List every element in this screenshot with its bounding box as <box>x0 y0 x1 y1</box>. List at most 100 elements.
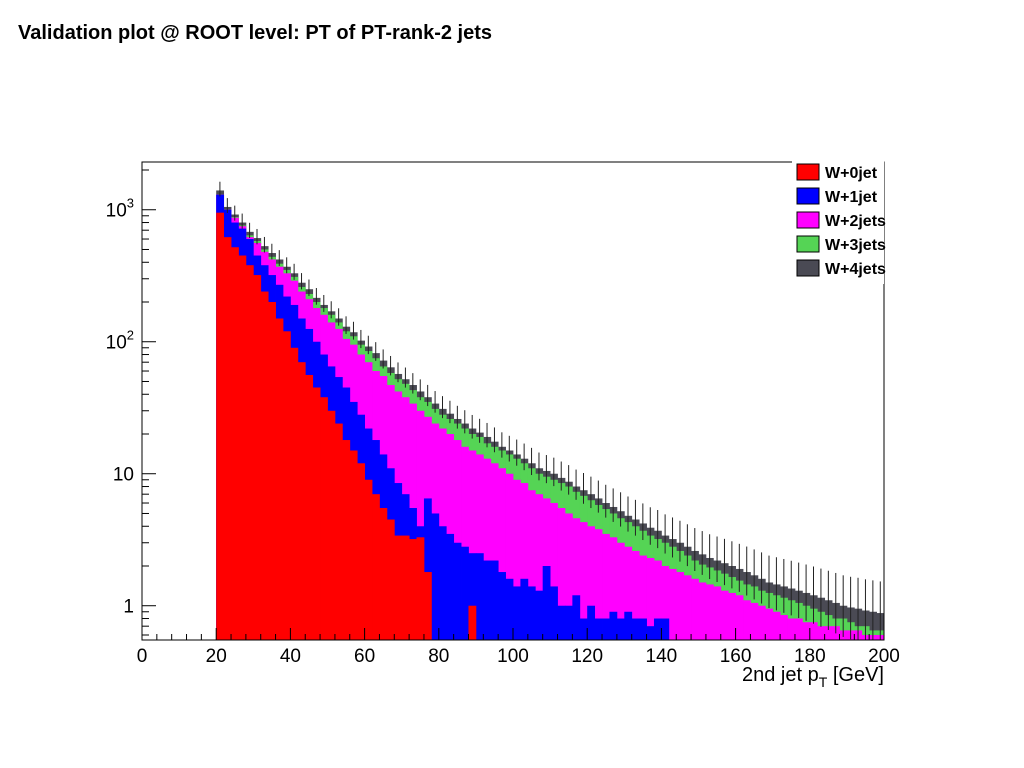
bar-w-1jet-bin-32 <box>453 542 462 640</box>
bar-w-2jets-bin-60 <box>661 566 670 640</box>
bar-w-1jet-bin-58 <box>646 626 655 640</box>
bar-w-1jet-bin-33 <box>461 546 469 640</box>
bar-w-0jet-bin-6 <box>260 291 269 640</box>
bar-w-2jets-bin-37 <box>490 463 499 640</box>
bar-w-1jet-bin-60 <box>661 618 670 640</box>
bar-w-2jets-bin-50 <box>587 526 596 640</box>
legend-swatch-w-2jets <box>796 211 820 229</box>
bar-w-2jets-bin-76 <box>780 615 788 640</box>
bar-w-1jet-bin-39 <box>505 578 514 640</box>
bar-w-2jets-bin-52 <box>602 533 610 640</box>
legend-label-w-0jet: W+0jet <box>825 165 878 182</box>
bar-w-0jet-bin-20 <box>364 479 373 640</box>
bar-w-1jet-bin-38 <box>498 572 506 640</box>
bar-w-2jets-bin-34 <box>468 450 477 640</box>
bar-w-2jets-bin-63 <box>683 575 692 640</box>
bar-w-1jet-bin-47 <box>564 605 573 640</box>
legend-label-w-2jets: W+2jets <box>825 213 886 230</box>
bar-w-0jet-bin-9 <box>282 331 291 640</box>
bar-w-2jets-bin-75 <box>772 611 781 640</box>
bar-w-2jets-bin-32 <box>453 440 462 640</box>
bar-w-1jet-bin-42 <box>527 586 536 640</box>
bar-w-2jets-bin-74 <box>765 608 774 640</box>
x-tick-label: 140 <box>646 646 678 667</box>
bar-w-2jets-bin-56 <box>631 550 640 640</box>
bar-w-2jets-bin-65 <box>698 582 707 640</box>
bar-w-1jet-bin-40 <box>513 586 521 640</box>
bar-w-2jets-bin-45 <box>550 503 558 640</box>
bar-w-0jet-bin-27 <box>416 537 425 640</box>
bar-w-1jet-bin-51 <box>594 618 603 640</box>
bar-w-1jet-bin-54 <box>616 618 625 640</box>
bar-w-0jet-bin-4 <box>245 265 254 640</box>
bar-w-1jet-bin-53 <box>609 611 618 640</box>
bar-w-2jets-bin-35 <box>475 454 484 640</box>
legend-swatch-w-0jet <box>796 163 820 181</box>
bar-w-0jet-bin-16 <box>334 423 343 640</box>
x-tick-label: 100 <box>497 646 529 667</box>
bar-w-0jet-bin-15 <box>327 410 336 640</box>
legend-swatch-w-4jets <box>796 259 820 277</box>
bar-w-1jet-bin-43 <box>535 590 544 640</box>
legend: W+0jet W+1jet W+2jets W+3jets W+4jets <box>792 160 886 284</box>
bar-w-0jet-bin-17 <box>342 440 351 640</box>
bar-w-1jet-bin-50 <box>587 605 596 640</box>
bar-w-0jet-bin-21 <box>372 494 380 640</box>
bar-w-0jet-bin-10 <box>290 347 299 640</box>
bar-w-2jets-bin-48 <box>572 518 581 640</box>
bar-w-0jet-bin-1 <box>223 237 232 640</box>
bar-w-2jets-bin-41 <box>520 483 529 640</box>
bar-w-1jet-bin-36 <box>483 560 492 640</box>
x-tick-label: 180 <box>794 646 826 667</box>
bar-w-2jets-bin-43 <box>535 494 544 640</box>
bar-w-2jets-bin-36 <box>483 458 492 640</box>
bar-w-2jets-bin-54 <box>616 542 625 640</box>
bar-w-0jet-bin-11 <box>297 362 306 640</box>
bar-w-0jet-bin-24 <box>394 535 403 640</box>
bar-w-2jets-bin-78 <box>794 618 803 640</box>
bar-w-1jet-bin-34 <box>468 553 477 640</box>
bar-w-1jet-bin-37 <box>490 560 499 640</box>
bar-w-2jets-bin-69 <box>728 592 736 640</box>
x-axis-ticks: 0 20 40 60 80 100 120 140 160 180 200 <box>137 628 900 667</box>
bar-w-2jets-bin-70 <box>735 595 744 640</box>
bar-w-0jet-bin-34 <box>468 605 477 640</box>
bar-w-2jets-bin-55 <box>624 546 633 640</box>
bar-w-2jets-bin-57 <box>639 555 647 640</box>
x-tick-label: 0 <box>137 646 148 667</box>
bar-w-2jets-bin-58 <box>646 557 655 640</box>
bar-w-1jet-bin-41 <box>520 578 529 640</box>
bar-w-2jets-bin-62 <box>676 572 685 640</box>
bar-w-2jets-bin-73 <box>757 605 766 640</box>
bar-w-1jet-bin-56 <box>631 618 640 640</box>
bar-w-2jets-bin-46 <box>557 508 566 640</box>
bar-w-2jets-bin-38 <box>498 468 506 640</box>
bar-w-2jets-bin-77 <box>787 618 796 640</box>
x-axis-label: 2nd jet pT [GeV] <box>742 664 884 690</box>
bar-w-0jet-bin-14 <box>320 397 328 640</box>
x-tick-label: 200 <box>868 646 900 667</box>
bar-w-0jet-bin-0 <box>216 212 225 640</box>
histogram-bars <box>216 190 885 641</box>
bar-w-0jet-bin-22 <box>379 508 388 640</box>
bar-w-2jets-bin-82 <box>824 626 833 640</box>
slide-title: Validation plot @ ROOT level: PT of PT-r… <box>18 22 493 44</box>
bar-w-1jet-bin-44 <box>542 566 551 640</box>
legend-label-w-4jets: W+4jets <box>825 261 886 278</box>
bar-w-2jets-bin-71 <box>743 600 751 640</box>
bar-w-0jet-bin-23 <box>386 519 395 640</box>
bar-w-2jets-bin-79 <box>802 622 811 640</box>
bar-w-2jets-bin-51 <box>594 529 603 640</box>
y-tick-label: 103 <box>106 196 134 222</box>
bar-w-1jet-bin-57 <box>639 618 647 640</box>
legend-label-w-1jet: W+1jet <box>825 189 878 206</box>
y-tick-label: 1 <box>123 597 134 618</box>
bar-w-1jet-bin-49 <box>579 618 588 640</box>
bar-w-2jets-bin-39 <box>505 473 514 640</box>
legend-swatch-w-1jet <box>796 187 820 205</box>
bar-w-2jets-bin-80 <box>809 622 818 640</box>
bar-w-2jets-bin-40 <box>513 479 521 640</box>
bar-w-0jet-bin-3 <box>238 255 247 640</box>
bar-w-1jet-bin-59 <box>653 618 662 640</box>
bar-w-1jet-bin-52 <box>602 618 610 640</box>
